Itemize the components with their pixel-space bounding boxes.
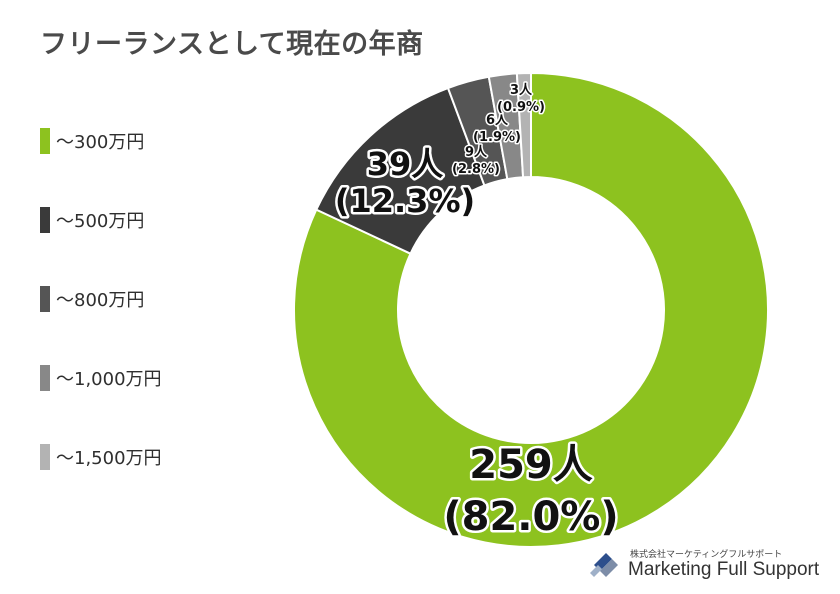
data-label-percent-1500: (0.9%) xyxy=(497,100,545,115)
legend-label-800: 〜800万円 xyxy=(56,290,145,311)
legend-item-1000: 〜1,000万円 xyxy=(40,365,162,391)
legend-swatch-300 xyxy=(40,128,50,154)
data-label-percent-500: (12.3%) xyxy=(335,182,475,220)
legend-item-1500: 〜1,500万円 xyxy=(40,444,162,470)
data-label-percent-800: (2.8%) xyxy=(452,162,500,177)
legend-swatch-1000 xyxy=(40,365,50,391)
donut-slice-300 xyxy=(293,71,769,548)
donut-labels: 259人 (82.0%) 39人(12.3%) 9人 (2.8%) 6人 (1.9%) 3人 (… xyxy=(332,81,621,543)
brand-mark-icon xyxy=(590,553,618,577)
donut-slice-1500 xyxy=(515,71,532,179)
data-label-count-1500: 3人 xyxy=(510,82,533,98)
legend-label-500: 〜500万円 xyxy=(56,211,145,232)
legend-swatch-800 xyxy=(40,286,50,312)
donut-slices xyxy=(293,71,769,548)
data-label-count-500: 39人 xyxy=(367,145,444,183)
chart-title: フリーランスとして現在の年商 xyxy=(40,29,424,60)
legend-label-1500: 〜1,500万円 xyxy=(56,448,162,469)
brand-subtitle: 株式会社マーケティングフルサポート xyxy=(630,550,783,560)
legend-swatch-1500 xyxy=(40,444,50,470)
data-label-percent-1000: (1.9%) xyxy=(473,130,521,145)
legend-swatch-500 xyxy=(40,207,50,233)
legend-label-300: 〜300万円 xyxy=(56,132,145,153)
data-label-percent-300: (82.0%) xyxy=(443,494,618,540)
data-label-count-1000: 6人 xyxy=(486,112,509,128)
data-label-count-800: 9人 xyxy=(465,144,488,160)
brand-logo: 株式会社マーケティングフルサポート Marketing Full Support xyxy=(590,545,830,585)
legend-item-800: 〜800万円 xyxy=(40,286,144,312)
data-label-count-300: 259人 xyxy=(469,442,593,488)
legend-item-500: 〜500万円 xyxy=(40,207,144,233)
legend-item-300: 〜300万円 xyxy=(40,128,144,154)
brand-name: Marketing Full Support xyxy=(628,559,820,580)
legend-label-1000: 〜1,000万円 xyxy=(56,369,162,390)
